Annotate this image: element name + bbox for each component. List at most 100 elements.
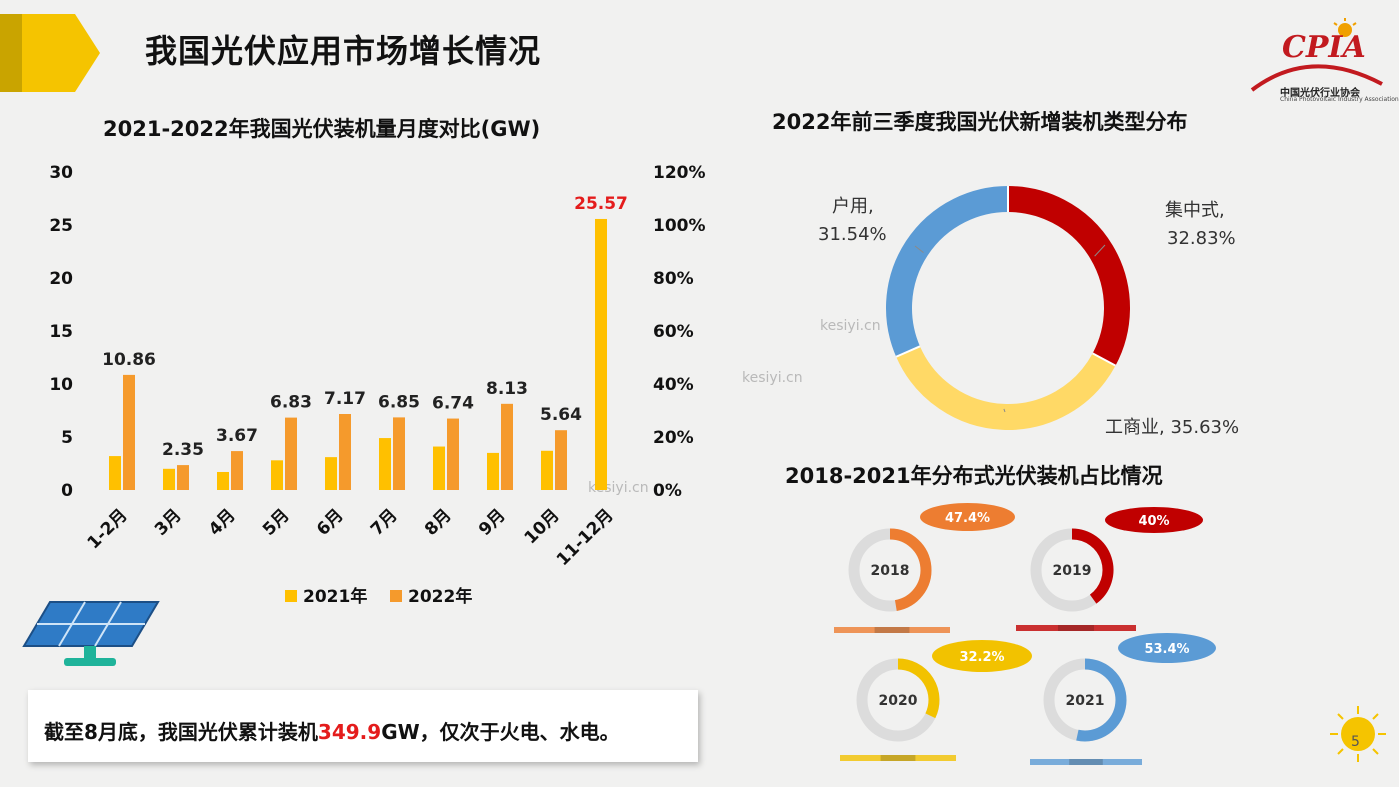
watermark: kesiyi.cn: [742, 370, 803, 386]
summary-note: 截至8月底，我国光伏累计装机349.9GW，仅次于火电、水电。: [44, 716, 620, 745]
bar-2021年: [487, 452, 499, 490]
y-axis-tick-label: 5: [61, 428, 73, 448]
y2-axis-tick-label: 20%: [653, 428, 694, 448]
y2-axis-tick-label: 0%: [653, 481, 682, 501]
leader-line: [1003, 408, 1006, 413]
base-bar-shade: [1069, 759, 1103, 765]
x-axis-tick-label: 4月: [205, 505, 240, 540]
logo-subtitle-cn: 中国光伏行业协会: [1280, 88, 1360, 99]
base-bar-shade: [880, 755, 916, 761]
donut-separator: [895, 345, 921, 358]
bar-data-label: 7.17: [324, 389, 366, 409]
donut-slice: [886, 186, 1009, 357]
y-axis-tick-label: 15: [49, 322, 73, 342]
bar-data-label: 2.35: [162, 440, 204, 460]
base-bar: [834, 627, 950, 633]
legend-swatch: [390, 590, 402, 602]
logo-text: CPIA: [1282, 30, 1366, 65]
x-axis-tick-label: 5月: [259, 505, 294, 540]
summary-note-box: [28, 690, 698, 762]
y2-axis-tick-label: 40%: [653, 375, 694, 395]
title-accent-arrow: [0, 14, 100, 92]
bar-2022年: [447, 418, 459, 490]
x-axis-tick-label: 3月: [151, 505, 186, 540]
base-bar: [1030, 759, 1142, 765]
ring-progress: [889, 528, 932, 611]
y2-axis-tick-label: 120%: [653, 163, 706, 183]
bar-2021年: [109, 456, 121, 490]
y-axis-tick-label: 0: [61, 481, 73, 501]
donut-slice: [896, 346, 1116, 430]
value-bubble-label: 40%: [1138, 514, 1169, 529]
bar-2022年: [339, 413, 351, 490]
x-axis-tick-label: 9月: [475, 505, 510, 540]
bar-2022年: [501, 403, 513, 490]
bar-2022年: [231, 451, 243, 490]
cpia-logo: [1250, 18, 1383, 92]
donut-slice-label: 户用,: [832, 196, 874, 217]
bar-2021年: [217, 471, 229, 490]
ring-progress: [897, 658, 940, 719]
y-axis-tick-label: 10: [49, 375, 73, 395]
legend-label: 2021年: [303, 586, 367, 607]
yearly-donuts: 2018 47.4% 2019 40% 2020 32.2% 2021 53.4%: [834, 503, 1216, 765]
y-axis-tick-label: 20: [49, 269, 73, 289]
summary-note-suffix: GW，仅次于火电、水电。: [381, 720, 620, 744]
summary-note-highlight: 349.9: [317, 720, 382, 744]
x-axis-tick-label: 11-12月: [553, 505, 618, 570]
solar-panel-icon: [22, 601, 160, 666]
summary-note-prefix: 截至8月底，我国光伏累计装机: [44, 720, 318, 744]
x-axis-tick-label: 1-2月: [84, 505, 132, 553]
bar-data-label: 6.74: [432, 394, 474, 414]
leader-line: [914, 245, 924, 254]
value-bubble-label: 53.4%: [1144, 642, 1189, 657]
ring-year-label: 2018: [871, 563, 910, 579]
value-bubble: [920, 503, 1015, 531]
ring-progress: [1071, 528, 1114, 604]
legend-swatch: [285, 590, 297, 602]
bar-2022年: [177, 465, 189, 490]
page-number-sun-icon: [1330, 706, 1386, 762]
ring-year-label: 2020: [879, 693, 918, 709]
bar-2022年: [555, 430, 567, 490]
bar-data-label: 5.64: [540, 405, 582, 425]
ring-year-label: 2021: [1066, 693, 1105, 709]
small-donuts-title: 2018-2021年分布式光伏装机占比情况: [785, 464, 1163, 488]
value-bubble: [1105, 507, 1203, 533]
bar-2021年: [379, 438, 391, 490]
ring-progress: [1076, 658, 1127, 742]
donut-separator: [1092, 352, 1117, 367]
page-number: 5: [1351, 734, 1360, 750]
bar-2021年: [433, 446, 445, 490]
base-bar: [1016, 625, 1136, 631]
base-bar: [840, 755, 956, 761]
bar-2021年: [163, 468, 175, 490]
bar-2022年: [123, 374, 135, 490]
base-bar-shade: [1058, 625, 1094, 631]
bar-data-label: 3.67: [216, 426, 258, 446]
x-axis-tick-label: 10月: [521, 505, 564, 548]
donut-slice-value: 32.83%: [1167, 228, 1236, 249]
x-axis-tick-label: 6月: [313, 505, 348, 540]
bar-2021年: [325, 457, 337, 490]
donut-chart-title: 2022年前三季度我国光伏新增装机类型分布: [772, 110, 1188, 134]
bar-data-label: 6.83: [270, 393, 312, 413]
donut-chart: 集中式, 32.83% 工商业, 35.63% 户用, 31.54%: [818, 186, 1239, 438]
y2-axis-tick-label: 100%: [653, 216, 706, 236]
y-axis-tick-label: 25: [49, 216, 73, 236]
bar-2021年: [595, 218, 607, 490]
value-bubble-label: 47.4%: [945, 511, 990, 526]
bar-data-label: 10.86: [102, 350, 156, 370]
base-bar-shade: [874, 627, 910, 633]
bar-2021年: [271, 460, 283, 490]
watermark: kesiyi.cn: [820, 318, 881, 334]
donut-slice-label: 集中式,: [1165, 200, 1225, 221]
value-bubble-label: 32.2%: [959, 650, 1004, 665]
value-bubble: [1118, 633, 1216, 663]
bar-chart-title: 2021-2022年我国光伏装机量月度对比(GW): [103, 117, 541, 141]
leader-line: [1094, 244, 1106, 257]
bar-data-label: 25.57: [574, 194, 628, 214]
page-title: 我国光伏应用市场增长情况: [145, 32, 542, 70]
donut-slice-label: 工商业, 35.63%: [1105, 417, 1239, 438]
x-axis-tick-label: 8月: [421, 505, 456, 540]
